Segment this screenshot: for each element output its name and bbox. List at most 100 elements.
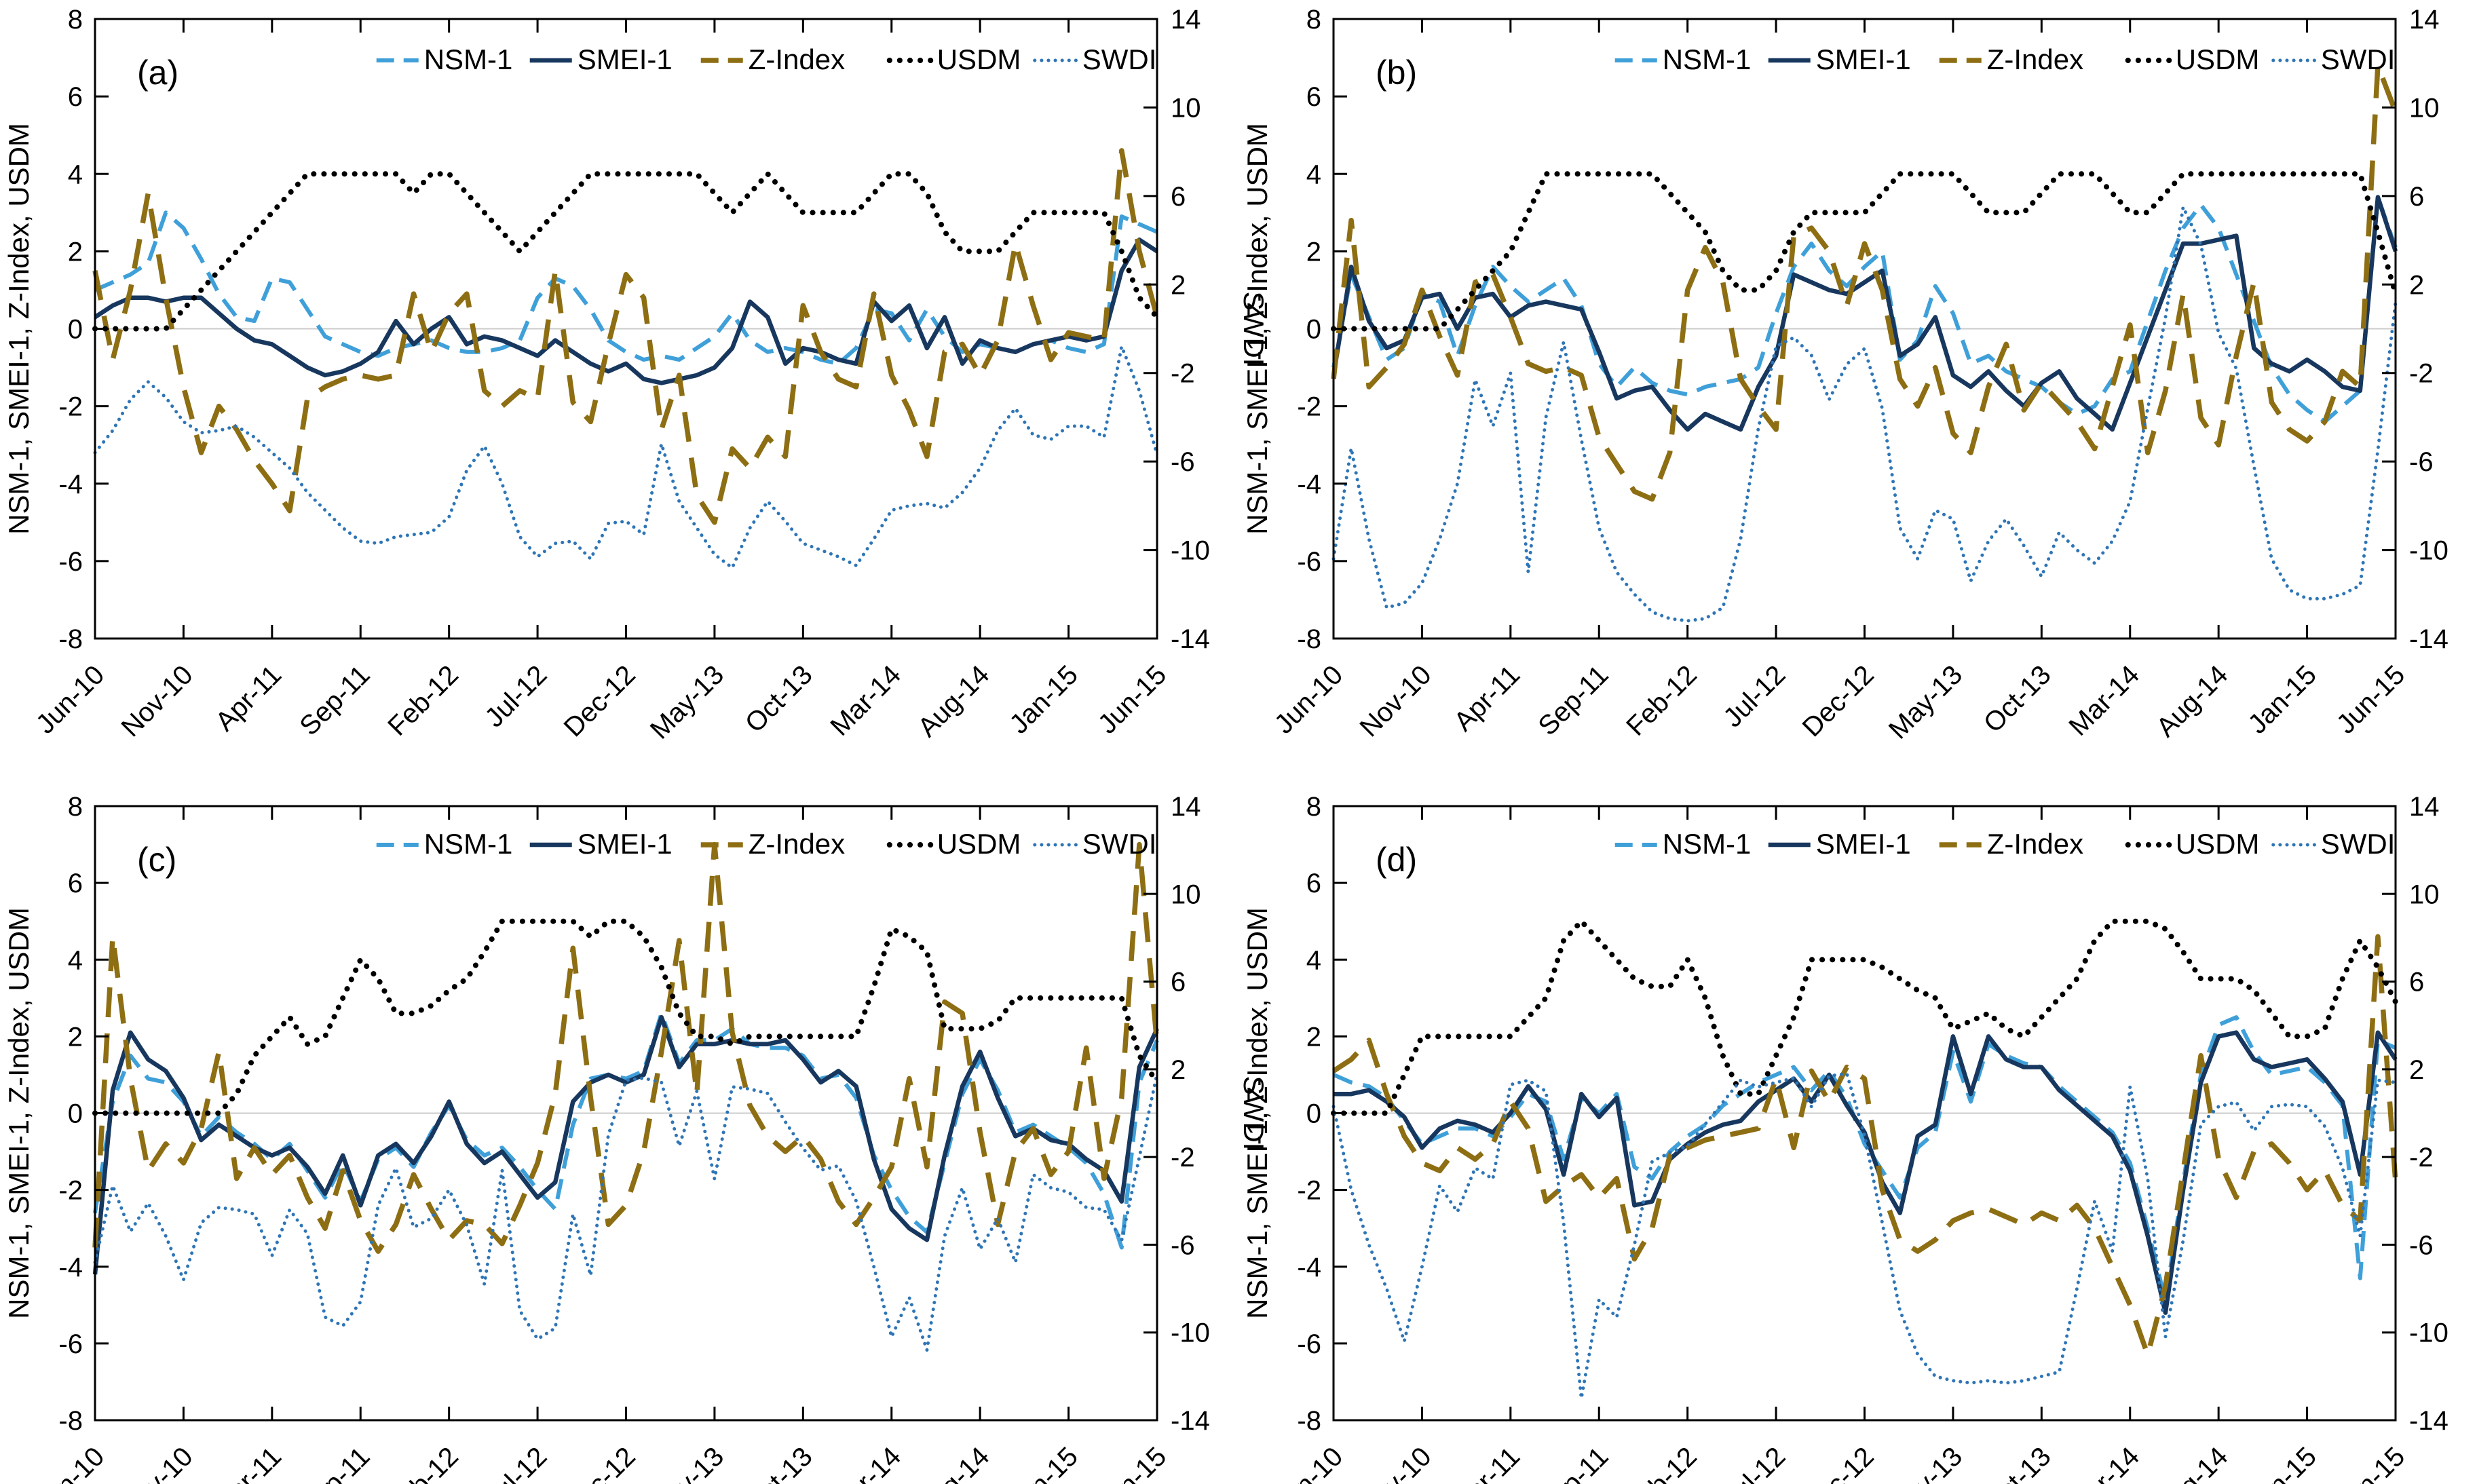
series-smei-1-line <box>1334 1030 2398 1315</box>
x-tick-label: Mar-14 <box>2063 660 2145 742</box>
left-tick-label: -2 <box>1297 392 1321 422</box>
legend-label-usdm: USDM <box>2176 828 2260 860</box>
series-swdi-line <box>93 345 1159 570</box>
y-axis-title-left: NSM-1, SMEI-1, Z-Index, USDM <box>3 123 35 535</box>
x-tick-label: Nov-10 <box>115 660 198 742</box>
right-tick-label: 10 <box>2409 93 2440 123</box>
legend-label-smei-1: SMEI-1 <box>578 828 673 860</box>
x-tick-label: Dec-12 <box>1797 660 1880 742</box>
legend-label-usdm: USDM <box>937 828 1021 860</box>
left-tick-label: -4 <box>58 470 83 499</box>
series-usdm-line <box>1331 918 2398 1116</box>
x-tick-label: Feb-12 <box>382 660 464 742</box>
right-tick-label: -6 <box>1171 447 1195 477</box>
series-swdi-line <box>93 1071 1159 1352</box>
x-tick-label: Jun-15 <box>1093 660 1173 740</box>
right-tick-label: -10 <box>1171 536 1210 566</box>
left-tick-label: 4 <box>1306 159 1321 189</box>
legend-label-usdm: USDM <box>2176 43 2260 75</box>
x-tick-label: Nov-10 <box>1354 1441 1437 1484</box>
x-tick-label: Dec-12 <box>1797 1441 1880 1484</box>
right-tick-label: -14 <box>2409 1406 2448 1436</box>
legend-label-nsm-1: NSM-1 <box>1663 828 1752 860</box>
legend-label-nsm-1: NSM-1 <box>1663 43 1752 75</box>
y-axis-title-right: SWDI <box>1238 1076 1270 1151</box>
right-tick-label: 14 <box>2409 792 2440 822</box>
x-tick-label: May-13 <box>1883 1441 1968 1484</box>
x-tick-label: Feb-12 <box>1621 660 1703 742</box>
x-tick-label: Jan-15 <box>2242 1441 2322 1484</box>
y-axis-title-left: NSM-1, SMEI-1, Z-Index, USDM <box>1241 907 1273 1319</box>
right-tick-label: -2 <box>2409 359 2434 389</box>
legend-label-smei-1: SMEI-1 <box>1816 43 1911 75</box>
y-axis-title-left: NSM-1, SMEI-1, Z-Index, USDM <box>1241 123 1273 535</box>
left-tick-label: -8 <box>58 1406 83 1436</box>
right-tick-label: -10 <box>1171 1318 1210 1348</box>
panel-a: 8 6 4 2 0 -2 -4 -6 -8 14 10 6 2 -2 -6 -10 -14 Jun-10 Nov-1… <box>0 0 1270 745</box>
left-tick-label: 4 <box>68 159 83 189</box>
x-tick-label: Aug-14 <box>912 660 995 742</box>
legend-label-smei-1: SMEI-1 <box>578 43 673 75</box>
x-tick-label: Nov-10 <box>1354 660 1437 742</box>
right-tick-label: -6 <box>2409 1230 2434 1260</box>
x-tick-label: Oct-13 <box>740 1441 818 1484</box>
left-tick-label: 6 <box>68 869 83 898</box>
x-tick-label: Dec-12 <box>559 1441 641 1484</box>
left-tick-label: 6 <box>68 82 83 112</box>
left-tick-label: 6 <box>1306 82 1321 112</box>
right-tick-label: 10 <box>1171 93 1201 123</box>
right-tick-label: -6 <box>1171 1230 1195 1260</box>
left-tick-label: 2 <box>1306 237 1321 267</box>
legend-label-swdi: SWDI <box>1082 43 1157 75</box>
x-tick-label: May-13 <box>645 660 730 744</box>
x-tick-label: Jun-15 <box>1093 1441 1173 1484</box>
legend-label-smei-1: SMEI-1 <box>1816 828 1911 860</box>
legend-label-swdi: SWDI <box>2321 828 2396 860</box>
left-tick-label: -2 <box>58 1176 83 1206</box>
x-tick-label: Aug-14 <box>2151 1441 2233 1484</box>
x-tick-label: May-13 <box>1883 660 1968 744</box>
x-tick-label: Apr-11 <box>1448 1441 1526 1484</box>
left-tick-label: 4 <box>68 945 83 975</box>
x-tick-label: Oct-13 <box>740 660 818 738</box>
left-tick-label: 8 <box>68 792 83 822</box>
x-tick-label: Dec-12 <box>559 660 641 742</box>
series-nsm-1-line <box>1331 195 2398 424</box>
x-tick-label: May-13 <box>645 1441 730 1484</box>
right-tick-label: -2 <box>2409 1143 2434 1173</box>
right-tick-label: 6 <box>2409 968 2424 997</box>
right-tick-label: 2 <box>2409 1055 2424 1085</box>
left-tick-label: -2 <box>1297 1176 1321 1206</box>
right-tick-label: -10 <box>2409 536 2448 566</box>
right-tick-label: 14 <box>1171 792 1201 822</box>
legend-label-swdi: SWDI <box>2321 43 2396 75</box>
legend-label-nsm-1: NSM-1 <box>424 43 513 75</box>
left-tick-label: 4 <box>1306 945 1321 975</box>
x-tick-label: Jan-15 <box>1004 660 1084 740</box>
right-tick-label: -14 <box>2409 624 2448 654</box>
series-nsm-1-line <box>94 210 1158 366</box>
right-tick-label: 2 <box>2409 270 2424 300</box>
legend-label-z-index: Z-Index <box>1987 828 2083 860</box>
panel-b-chart: 8 6 4 2 0 -2 -4 -6 -8 14 10 6 2 -2 -6 -10 -14 Jun-10 Nov-1… <box>1241 5 2477 745</box>
panel-b: 8 6 4 2 0 -2 -4 -6 -8 14 10 6 2 -2 -6 -10 -14 Jun-10 Nov-1… <box>1238 0 2477 745</box>
right-tick-label: 6 <box>1171 968 1186 997</box>
x-tick-label: Mar-14 <box>2063 1441 2145 1484</box>
right-tick-label: 2 <box>1171 270 1186 300</box>
right-tick-label: 6 <box>2409 182 2424 212</box>
panel-c-chart: 8 6 4 2 0 -2 -4 -6 -8 14 10 6 2 -2 -6 -10 -14 Jun-10 Nov-1… <box>3 792 1270 1484</box>
legend-label-z-index: Z-Index <box>749 43 845 75</box>
x-tick-label: Feb-12 <box>382 1441 464 1484</box>
right-tick-label: -10 <box>2409 1318 2448 1348</box>
series-usdm-line <box>92 171 1160 332</box>
series-nsm-1-line <box>1332 1015 2397 1304</box>
x-tick-label: Mar-14 <box>825 1441 907 1484</box>
x-tick-label: Jun-15 <box>2331 660 2411 740</box>
x-tick-label: Jan-15 <box>2242 660 2322 740</box>
series-nsm-1-line <box>93 1011 1159 1250</box>
left-tick-label: 0 <box>68 315 83 345</box>
panel-letter: (c) <box>137 841 176 879</box>
left-tick-label: -8 <box>58 624 83 654</box>
series-usdm-line <box>1331 171 2398 332</box>
